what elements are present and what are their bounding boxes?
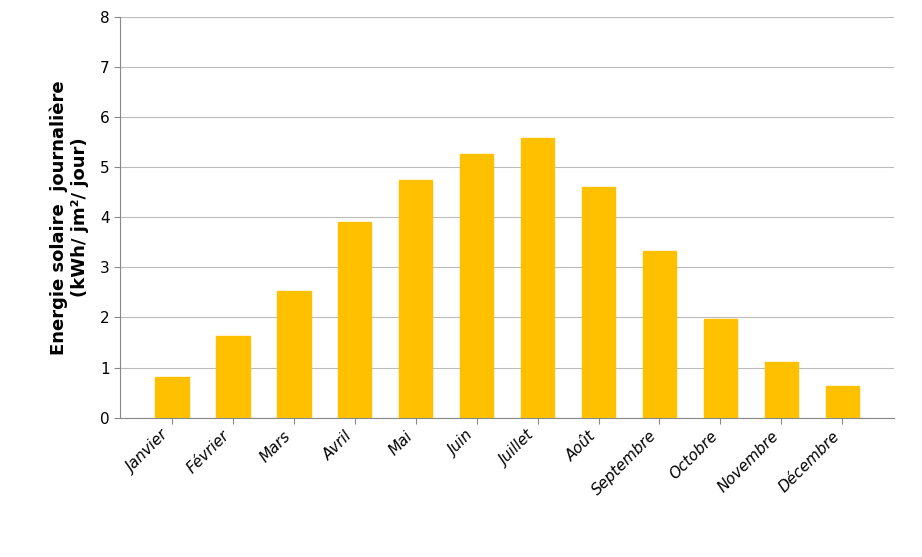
Bar [703,319,738,418]
Bar [825,386,859,418]
Bar [338,222,372,418]
Bar [582,187,615,418]
Bar [155,377,189,418]
Bar [399,180,432,418]
Bar [460,154,493,418]
Bar [764,361,798,418]
Bar [216,336,250,418]
Bar [277,291,311,418]
Bar [643,251,676,418]
Y-axis label: Energie solaire  journalière
(kWh/ jm²/ jour): Energie solaire journalière (kWh/ jm²/ j… [49,80,89,355]
Bar [521,138,554,418]
